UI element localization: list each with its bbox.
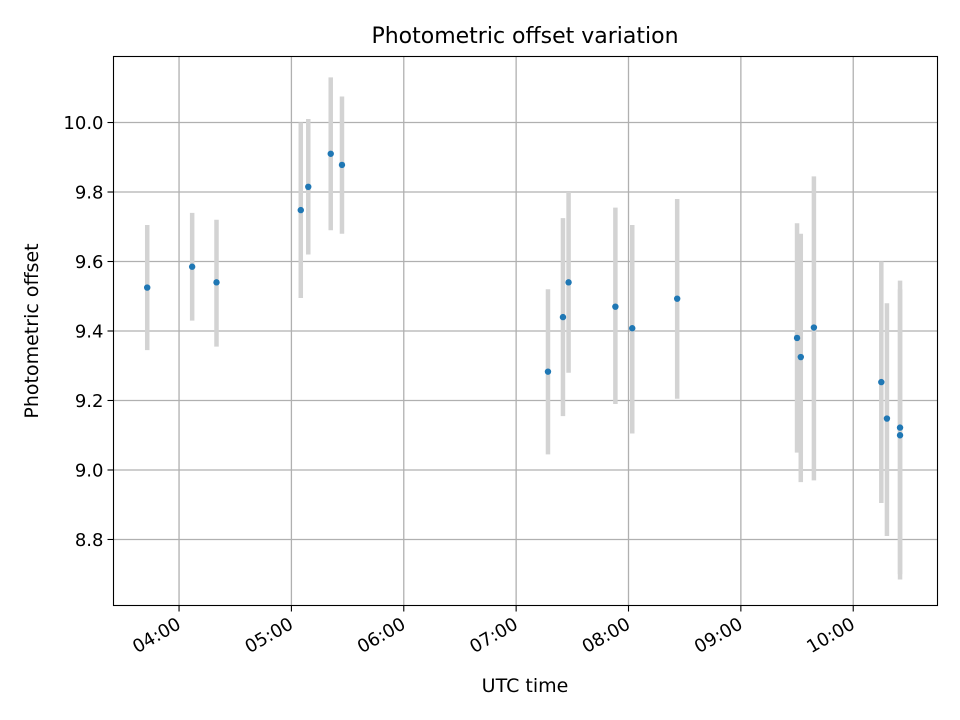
data-point bbox=[896, 432, 904, 439]
data-point bbox=[810, 324, 818, 331]
data-points bbox=[144, 150, 904, 439]
y-tick-label: 9.2 bbox=[75, 391, 104, 412]
data-point bbox=[338, 161, 346, 169]
data-point bbox=[544, 368, 552, 375]
x-axis-label: UTC time bbox=[482, 675, 569, 697]
data-point bbox=[883, 415, 891, 422]
data-point bbox=[188, 263, 196, 270]
data-point bbox=[327, 150, 334, 157]
data-point bbox=[565, 279, 572, 286]
y-tick-label: 8.8 bbox=[75, 530, 104, 551]
data-point bbox=[896, 424, 904, 431]
data-point bbox=[213, 279, 220, 286]
y-tick-label: 10.0 bbox=[63, 113, 103, 134]
y-axis-label: Photometric offset bbox=[21, 243, 43, 418]
data-point bbox=[673, 295, 681, 302]
y-tick-label: 9.8 bbox=[75, 183, 104, 204]
data-point bbox=[793, 334, 801, 342]
data-point bbox=[144, 284, 151, 291]
y-tick-label: 9.0 bbox=[75, 460, 104, 481]
data-point bbox=[612, 303, 619, 310]
data-point bbox=[797, 353, 804, 361]
data-point bbox=[305, 183, 312, 191]
y-tick-label: 9.4 bbox=[75, 322, 104, 343]
chart-title: Photometric offset variation bbox=[371, 24, 678, 49]
data-point bbox=[629, 325, 636, 332]
data-point bbox=[297, 206, 304, 214]
data-point bbox=[559, 313, 567, 321]
data-point bbox=[878, 378, 885, 386]
y-tick-label: 9.6 bbox=[75, 252, 104, 273]
